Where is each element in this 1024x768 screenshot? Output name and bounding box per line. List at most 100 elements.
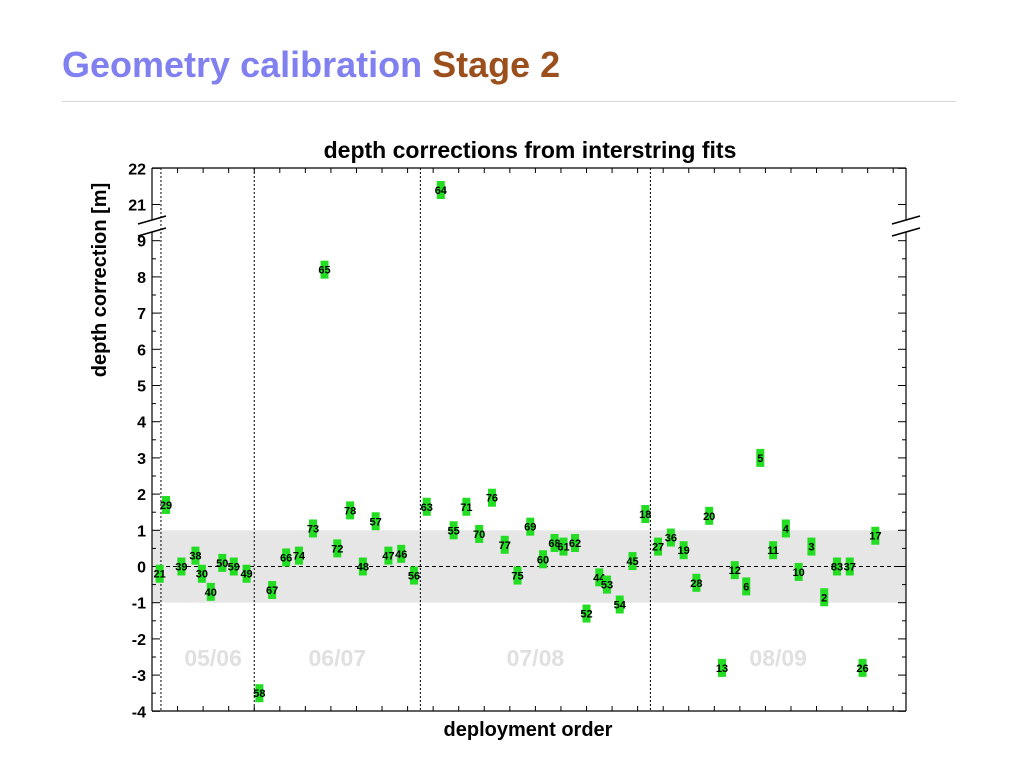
data-point-label: 73 xyxy=(307,523,319,535)
data-point xyxy=(845,557,854,576)
data-point xyxy=(526,517,535,536)
data-point xyxy=(449,521,458,540)
data-point xyxy=(358,557,367,576)
data-point-label: 19 xyxy=(678,545,690,557)
data-point-label: 66 xyxy=(280,552,292,564)
data-point-label: 53 xyxy=(601,580,613,592)
data-point-label: 29 xyxy=(160,500,172,512)
data-point xyxy=(206,582,215,601)
data-point-label: 40 xyxy=(205,587,217,599)
data-point xyxy=(475,524,484,543)
data-point xyxy=(333,539,342,558)
data-point-label: 37 xyxy=(844,562,856,574)
data-point xyxy=(615,595,624,614)
data-point xyxy=(177,557,186,576)
y-tick-label: -4 xyxy=(132,704,146,721)
data-point-label: 5 xyxy=(757,453,763,465)
data-point xyxy=(422,497,431,516)
data-point-label: 26 xyxy=(856,663,868,675)
data-point-label: 68 xyxy=(548,538,560,550)
data-point-label: 3 xyxy=(808,542,814,554)
data-point-label: 74 xyxy=(293,551,306,563)
data-point-label: 62 xyxy=(569,538,581,550)
data-point xyxy=(409,566,418,585)
data-point xyxy=(781,519,790,538)
data-point xyxy=(559,537,568,556)
data-point-label: 56 xyxy=(408,571,420,583)
data-point-label: 46 xyxy=(395,549,407,561)
axis-break-mark xyxy=(891,227,921,237)
data-point xyxy=(309,519,318,538)
data-point xyxy=(602,575,611,594)
data-point xyxy=(539,550,548,569)
chart-title: depth corrections from interstring fits xyxy=(324,137,737,163)
axis-break-mark xyxy=(137,215,167,225)
period-label: 05/06 xyxy=(184,645,242,671)
data-point-label: 60 xyxy=(537,554,549,566)
data-point-label: 58 xyxy=(253,688,265,700)
data-point-label: 59 xyxy=(228,562,240,574)
data-point-label: 70 xyxy=(473,529,485,541)
data-point xyxy=(436,181,445,200)
data-point-label: 12 xyxy=(729,565,741,577)
y-tick-label: 5 xyxy=(137,379,146,396)
data-point-label: 11 xyxy=(767,545,779,557)
data-point xyxy=(218,553,227,572)
y-tick-label: 4 xyxy=(137,415,146,432)
y-tick-label: 7 xyxy=(137,306,146,323)
data-point xyxy=(679,541,688,560)
data-point-label: 6 xyxy=(743,581,749,593)
data-point-label: 27 xyxy=(652,542,664,554)
data-point xyxy=(717,658,726,677)
data-point-label: 75 xyxy=(511,571,523,583)
data-point xyxy=(462,497,471,516)
data-point-label: 2 xyxy=(821,592,827,604)
data-point-label: 71 xyxy=(460,502,472,514)
data-point xyxy=(255,684,264,703)
data-point-label: 47 xyxy=(382,551,394,563)
data-point xyxy=(756,448,765,467)
y-tick-label: 21 xyxy=(128,198,146,215)
y-tick-label: 2 xyxy=(137,487,146,504)
data-point-label: 36 xyxy=(665,533,677,545)
data-point xyxy=(832,557,841,576)
data-point xyxy=(550,533,559,552)
slide-title-stage: Stage 2 xyxy=(432,44,561,85)
data-point-label: 54 xyxy=(614,600,627,612)
data-point-label: 78 xyxy=(344,505,356,517)
data-point-label: 52 xyxy=(580,609,592,621)
data-point-label: 83 xyxy=(831,562,843,574)
data-point xyxy=(197,564,206,583)
data-point-label: 4 xyxy=(783,523,790,535)
data-point-label: 57 xyxy=(370,516,382,528)
period-label: 08/09 xyxy=(749,645,807,671)
data-point-label: 21 xyxy=(154,569,166,581)
y-tick-label: 1 xyxy=(137,523,146,540)
y-tick-label: 8 xyxy=(137,270,146,287)
y-tick-label: 9 xyxy=(137,234,146,251)
data-point xyxy=(162,495,171,514)
data-point-label: 65 xyxy=(318,265,330,277)
data-point-label: 55 xyxy=(447,525,459,537)
y-tick-label: 6 xyxy=(137,342,146,359)
data-point xyxy=(730,561,739,580)
axis-break-mark xyxy=(137,227,167,237)
band-layer xyxy=(152,530,906,603)
data-point-label: 20 xyxy=(703,511,715,523)
data-point xyxy=(794,562,803,581)
data-point xyxy=(513,566,522,585)
axis-break-mark xyxy=(891,215,921,225)
data-point xyxy=(692,573,701,592)
data-point-label: 17 xyxy=(869,531,881,543)
data-point-label: 49 xyxy=(240,569,252,581)
tolerance-band xyxy=(152,530,906,603)
data-point-label: 61 xyxy=(557,542,569,554)
data-point xyxy=(242,564,251,583)
data-point-label: 77 xyxy=(499,540,511,552)
y-axis-label: depth correction [m] xyxy=(89,183,111,377)
data-point xyxy=(705,506,714,525)
data-point-label: 50 xyxy=(216,558,228,570)
data-point xyxy=(384,546,393,565)
